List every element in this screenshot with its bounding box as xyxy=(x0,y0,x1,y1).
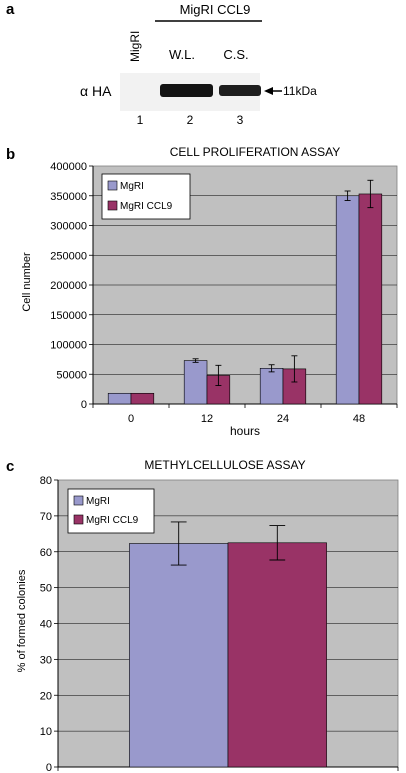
legend-swatch-migri xyxy=(107,180,118,191)
y-tick-label: 60 xyxy=(40,547,52,559)
x-tick-label: 48 xyxy=(353,413,365,425)
methylcellulose-chart: c METHYLCELLULOSE ASSAY % of formed colo… xyxy=(6,458,399,773)
lane-number-2: 2 xyxy=(187,113,194,127)
bar-migri-ccl9 xyxy=(227,542,327,768)
legend-swatch-migri-ccl9 xyxy=(107,200,118,211)
legend-label-migri-ccl9: MgRI CCL9 xyxy=(86,515,139,526)
bar-migri xyxy=(129,543,229,768)
chart-title: CELL PROLIFERATION ASSAY xyxy=(170,145,341,159)
legend-box xyxy=(67,488,155,534)
band-lane-3 xyxy=(219,85,261,96)
y-tick-label: 100000 xyxy=(50,340,87,352)
y-tick-label: 200000 xyxy=(50,280,87,292)
x-tick-label: 0 xyxy=(128,413,134,425)
chart-title: METHYLCELLULOSE ASSAY xyxy=(144,458,305,472)
group-label: MigRI CCL9 xyxy=(180,2,251,17)
antibody-label: α HA xyxy=(80,83,112,99)
chart-legend: MgRI MgRI CCL9 xyxy=(67,488,155,534)
chart-legend: MgRI MgRI CCL9 xyxy=(101,173,191,220)
x-tick-label: 24 xyxy=(277,413,289,425)
size-marker-label: 11kDa xyxy=(283,84,317,98)
panel-b-letter: b xyxy=(6,146,15,163)
x-tick-label: 12 xyxy=(201,413,213,425)
y-tick-label: 10 xyxy=(40,726,52,738)
bar-migri xyxy=(183,360,208,405)
x-axis-label: hours xyxy=(230,424,260,438)
panel-a-letter: a xyxy=(6,1,15,18)
y-tick-label: 0 xyxy=(81,399,87,411)
y-tick-label: 80 xyxy=(40,475,52,487)
bar-migri-ccl9 xyxy=(130,392,155,405)
bar-migri xyxy=(107,392,132,405)
lane-number-3: 3 xyxy=(237,113,244,127)
panel-c-letter: c xyxy=(6,458,14,475)
lane-header-3: C.S. xyxy=(223,47,248,62)
bar-migri xyxy=(335,195,360,405)
y-tick-label: 30 xyxy=(40,654,52,666)
legend-label-migri-ccl9: MgRI CCL9 xyxy=(120,201,173,212)
legend-swatch-migri-ccl9 xyxy=(73,514,84,525)
proliferation-chart: b CELL PROLIFERATION ASSAY Cell number h… xyxy=(6,145,398,438)
legend-label-migri: MgRI xyxy=(120,181,144,192)
y-tick-label: 70 xyxy=(40,511,52,523)
lane-header-2: W.L. xyxy=(169,47,195,62)
lane-header-1: MigRI xyxy=(128,31,142,62)
y-tick-label: 50 xyxy=(40,583,52,595)
y-tick-label: 0 xyxy=(46,762,52,773)
y-tick-label: 250000 xyxy=(50,250,87,262)
y-tick-label: 350000 xyxy=(50,191,87,203)
band-lane-2 xyxy=(160,84,213,97)
y-tick-label: 150000 xyxy=(50,310,87,322)
legend-label-migri: MgRI xyxy=(86,496,110,507)
y-tick-label: 300000 xyxy=(50,221,87,233)
western-blot-panel: a MigRI CCL9 MigRI W.L. C.S. α HA 11kDa … xyxy=(6,1,317,127)
y-tick-label: 50000 xyxy=(56,369,87,381)
size-marker-arrowhead xyxy=(264,87,273,95)
bar-migri xyxy=(259,367,284,405)
y-tick-label: 20 xyxy=(40,690,52,702)
lane-number-1: 1 xyxy=(137,113,144,127)
y-axis-label: Cell number xyxy=(21,252,33,312)
bar-migri-ccl9 xyxy=(358,193,383,405)
y-tick-label: 40 xyxy=(40,619,52,631)
y-axis-label: % of formed colonies xyxy=(16,569,28,672)
y-tick-label: 400000 xyxy=(50,161,87,173)
legend-swatch-migri xyxy=(73,495,84,506)
